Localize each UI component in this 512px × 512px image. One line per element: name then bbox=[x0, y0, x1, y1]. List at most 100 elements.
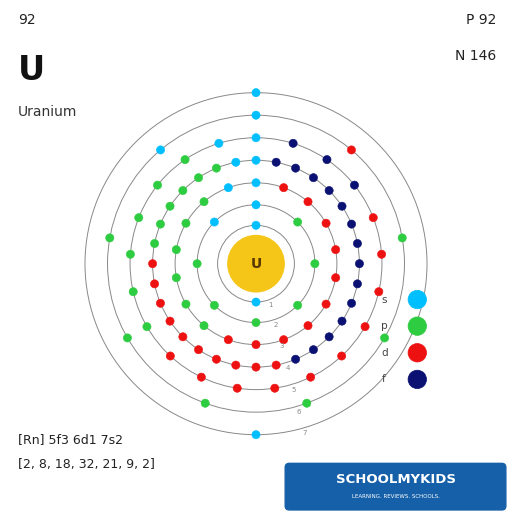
Circle shape bbox=[361, 323, 369, 331]
Circle shape bbox=[350, 181, 358, 189]
Circle shape bbox=[210, 301, 219, 309]
Circle shape bbox=[200, 198, 208, 206]
Circle shape bbox=[369, 214, 377, 222]
Circle shape bbox=[232, 361, 240, 369]
Circle shape bbox=[325, 186, 333, 195]
Text: U: U bbox=[18, 54, 45, 87]
Circle shape bbox=[233, 384, 241, 392]
Circle shape bbox=[182, 300, 190, 308]
Circle shape bbox=[375, 288, 383, 296]
Circle shape bbox=[129, 288, 137, 296]
Circle shape bbox=[201, 399, 209, 408]
Circle shape bbox=[179, 333, 187, 341]
Text: P 92: P 92 bbox=[466, 13, 497, 27]
Circle shape bbox=[252, 431, 260, 439]
Circle shape bbox=[408, 370, 426, 389]
Circle shape bbox=[212, 355, 221, 364]
Circle shape bbox=[166, 202, 174, 210]
Circle shape bbox=[280, 335, 288, 344]
Circle shape bbox=[215, 139, 223, 147]
Circle shape bbox=[172, 246, 180, 254]
Circle shape bbox=[348, 220, 356, 228]
Circle shape bbox=[348, 299, 356, 307]
Circle shape bbox=[309, 346, 317, 354]
Text: 2: 2 bbox=[274, 322, 278, 328]
Circle shape bbox=[309, 174, 317, 182]
Circle shape bbox=[210, 218, 219, 226]
Text: [Rn] 5f3 6d1 7s2: [Rn] 5f3 6d1 7s2 bbox=[18, 433, 123, 445]
Circle shape bbox=[338, 202, 346, 210]
Circle shape bbox=[272, 361, 280, 369]
Circle shape bbox=[154, 181, 162, 189]
Circle shape bbox=[252, 111, 260, 119]
Circle shape bbox=[182, 219, 190, 227]
Circle shape bbox=[353, 280, 361, 288]
Circle shape bbox=[347, 146, 355, 154]
FancyBboxPatch shape bbox=[285, 463, 506, 510]
Text: Uranium: Uranium bbox=[18, 105, 77, 119]
Circle shape bbox=[126, 250, 135, 259]
Text: [2, 8, 18, 32, 21, 9, 2]: [2, 8, 18, 32, 21, 9, 2] bbox=[18, 458, 155, 471]
Circle shape bbox=[181, 156, 189, 164]
Circle shape bbox=[307, 373, 315, 381]
Circle shape bbox=[252, 201, 260, 209]
Circle shape bbox=[143, 323, 151, 331]
Text: 6: 6 bbox=[297, 409, 302, 415]
Circle shape bbox=[197, 373, 205, 381]
Circle shape bbox=[252, 298, 260, 306]
Circle shape bbox=[304, 322, 312, 330]
Circle shape bbox=[156, 299, 164, 307]
Circle shape bbox=[252, 221, 260, 229]
Circle shape bbox=[252, 363, 260, 371]
Circle shape bbox=[157, 146, 165, 154]
Circle shape bbox=[380, 334, 389, 342]
Text: 4: 4 bbox=[285, 365, 290, 371]
Circle shape bbox=[195, 346, 203, 354]
Circle shape bbox=[156, 220, 164, 228]
Text: N 146: N 146 bbox=[455, 49, 497, 62]
Circle shape bbox=[105, 234, 114, 242]
Circle shape bbox=[332, 273, 340, 282]
Circle shape bbox=[252, 156, 260, 164]
Circle shape bbox=[353, 240, 361, 248]
Circle shape bbox=[289, 139, 297, 147]
Circle shape bbox=[337, 352, 346, 360]
Circle shape bbox=[408, 290, 426, 309]
Circle shape bbox=[408, 344, 426, 362]
Circle shape bbox=[338, 317, 346, 325]
Circle shape bbox=[291, 355, 300, 364]
Circle shape bbox=[311, 260, 319, 268]
Circle shape bbox=[272, 158, 280, 166]
Circle shape bbox=[166, 352, 175, 360]
Circle shape bbox=[293, 218, 302, 226]
Circle shape bbox=[252, 89, 260, 97]
Text: 1: 1 bbox=[268, 302, 273, 308]
Text: 92: 92 bbox=[18, 13, 35, 27]
Circle shape bbox=[252, 179, 260, 187]
Circle shape bbox=[355, 260, 364, 268]
Circle shape bbox=[408, 317, 426, 335]
Text: LEARNING. REVIEWS. SCHOOLS.: LEARNING. REVIEWS. SCHOOLS. bbox=[352, 494, 439, 499]
Circle shape bbox=[179, 186, 187, 195]
Circle shape bbox=[291, 164, 300, 172]
Circle shape bbox=[232, 158, 240, 166]
Circle shape bbox=[398, 234, 407, 242]
Circle shape bbox=[224, 335, 232, 344]
Circle shape bbox=[280, 184, 288, 192]
Circle shape bbox=[252, 318, 260, 327]
Circle shape bbox=[166, 317, 174, 325]
Circle shape bbox=[148, 260, 157, 268]
Circle shape bbox=[325, 333, 333, 341]
Circle shape bbox=[135, 214, 143, 222]
Text: f: f bbox=[381, 374, 385, 385]
Circle shape bbox=[212, 164, 221, 172]
Circle shape bbox=[200, 322, 208, 330]
Circle shape bbox=[271, 384, 279, 392]
Text: U: U bbox=[250, 257, 262, 271]
Circle shape bbox=[322, 300, 330, 308]
Circle shape bbox=[151, 280, 159, 288]
Text: 3: 3 bbox=[280, 344, 284, 349]
Text: p: p bbox=[381, 321, 388, 331]
Circle shape bbox=[323, 156, 331, 164]
Text: SCHOOLMYKIDS: SCHOOLMYKIDS bbox=[335, 473, 456, 486]
